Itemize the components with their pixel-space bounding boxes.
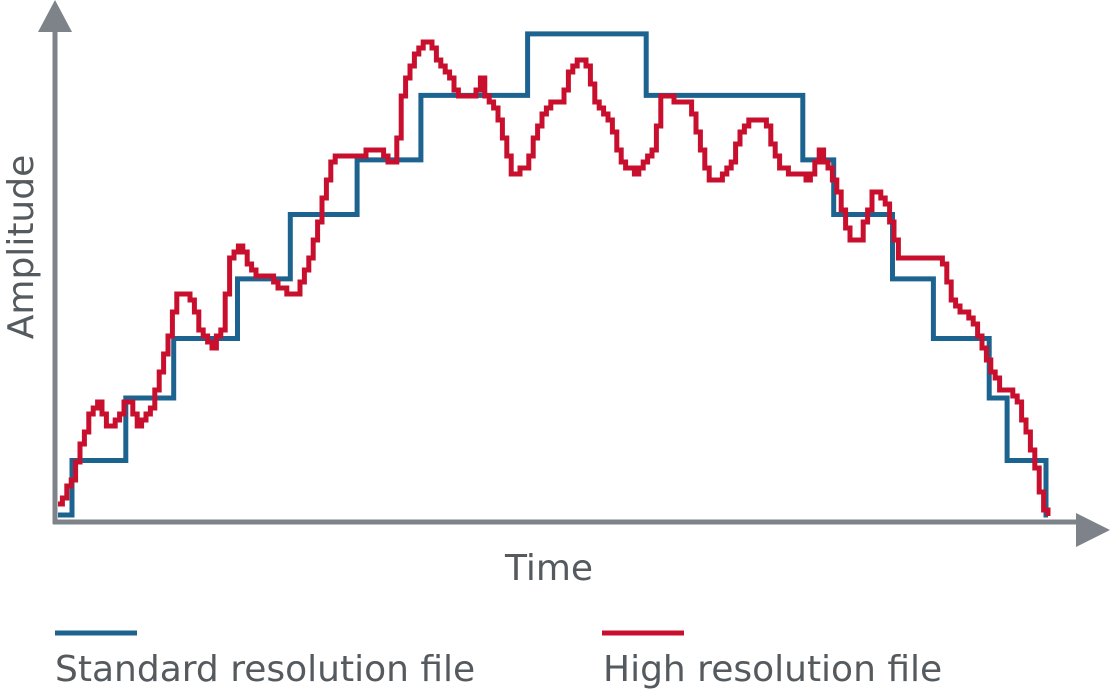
legend: Standard resolution file High resolution… <box>55 630 942 690</box>
series-line-high-resolution <box>58 39 1051 516</box>
series-group <box>58 31 1051 518</box>
y-axis-arrowhead <box>38 0 72 32</box>
x-axis-label: Time <box>504 548 593 589</box>
x-axis-arrowhead <box>1076 513 1110 547</box>
legend-label-high: High resolution file <box>603 649 942 690</box>
y-axis-label: Amplitude <box>1 155 42 339</box>
legend-label-standard: Standard resolution file <box>55 649 475 690</box>
